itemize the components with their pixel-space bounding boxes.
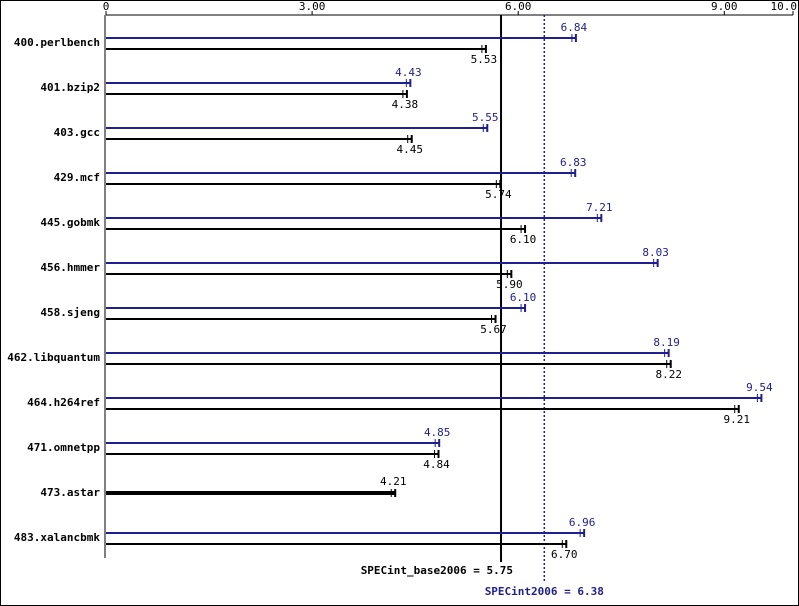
category-label: 456.hmmer bbox=[40, 261, 100, 274]
value-label: 4.84 bbox=[423, 458, 450, 471]
category-label: 471.omnetpp bbox=[27, 441, 100, 454]
value-label: 5.90 bbox=[496, 278, 523, 291]
value-label: 6.96 bbox=[569, 516, 596, 529]
x-tick-label: 6.00 bbox=[505, 0, 532, 13]
x-tick-label: 9.00 bbox=[711, 0, 738, 13]
value-label: 8.03 bbox=[642, 246, 669, 259]
value-label: 6.70 bbox=[551, 548, 578, 561]
value-label: 6.10 bbox=[510, 233, 537, 246]
reference-label: SPECint2006 = 6.38 bbox=[485, 585, 604, 598]
value-label: 8.22 bbox=[655, 368, 682, 381]
value-label: 4.43 bbox=[395, 66, 422, 79]
value-label: 4.85 bbox=[424, 426, 451, 439]
x-tick-label: 10.0 bbox=[771, 0, 798, 13]
category-label: 483.xalancbmk bbox=[14, 531, 100, 544]
value-label: 4.45 bbox=[396, 143, 423, 156]
value-label: 6.83 bbox=[560, 156, 587, 169]
reference-label: SPECint_base2006 = 5.75 bbox=[361, 564, 513, 577]
category-label: 464.h264ref bbox=[27, 396, 100, 409]
value-label: 5.55 bbox=[472, 111, 499, 124]
category-label: 473.astar bbox=[40, 486, 100, 499]
value-label: 4.38 bbox=[392, 98, 419, 111]
category-label: 458.sjeng bbox=[40, 306, 100, 319]
category-label: 401.bzip2 bbox=[40, 81, 100, 94]
value-label: 7.21 bbox=[586, 201, 613, 214]
value-label: 6.84 bbox=[561, 21, 588, 34]
value-label: 6.10 bbox=[510, 291, 537, 304]
category-label: 429.mcf bbox=[54, 171, 100, 184]
category-label: 400.perlbench bbox=[14, 36, 100, 49]
category-label: 445.gobmk bbox=[40, 216, 100, 229]
value-label: 9.54 bbox=[746, 381, 773, 394]
x-tick-label: 0 bbox=[103, 0, 110, 13]
category-label: 403.gcc bbox=[54, 126, 100, 139]
value-label: 5.53 bbox=[471, 53, 498, 66]
value-label: 5.74 bbox=[485, 188, 512, 201]
category-label: 462.libquantum bbox=[7, 351, 100, 364]
value-label: 4.21 bbox=[380, 475, 407, 488]
x-tick-label: 3.00 bbox=[299, 0, 326, 13]
value-label: 9.21 bbox=[723, 413, 750, 426]
value-label: 5.67 bbox=[480, 323, 507, 336]
value-label: 8.19 bbox=[653, 336, 680, 349]
